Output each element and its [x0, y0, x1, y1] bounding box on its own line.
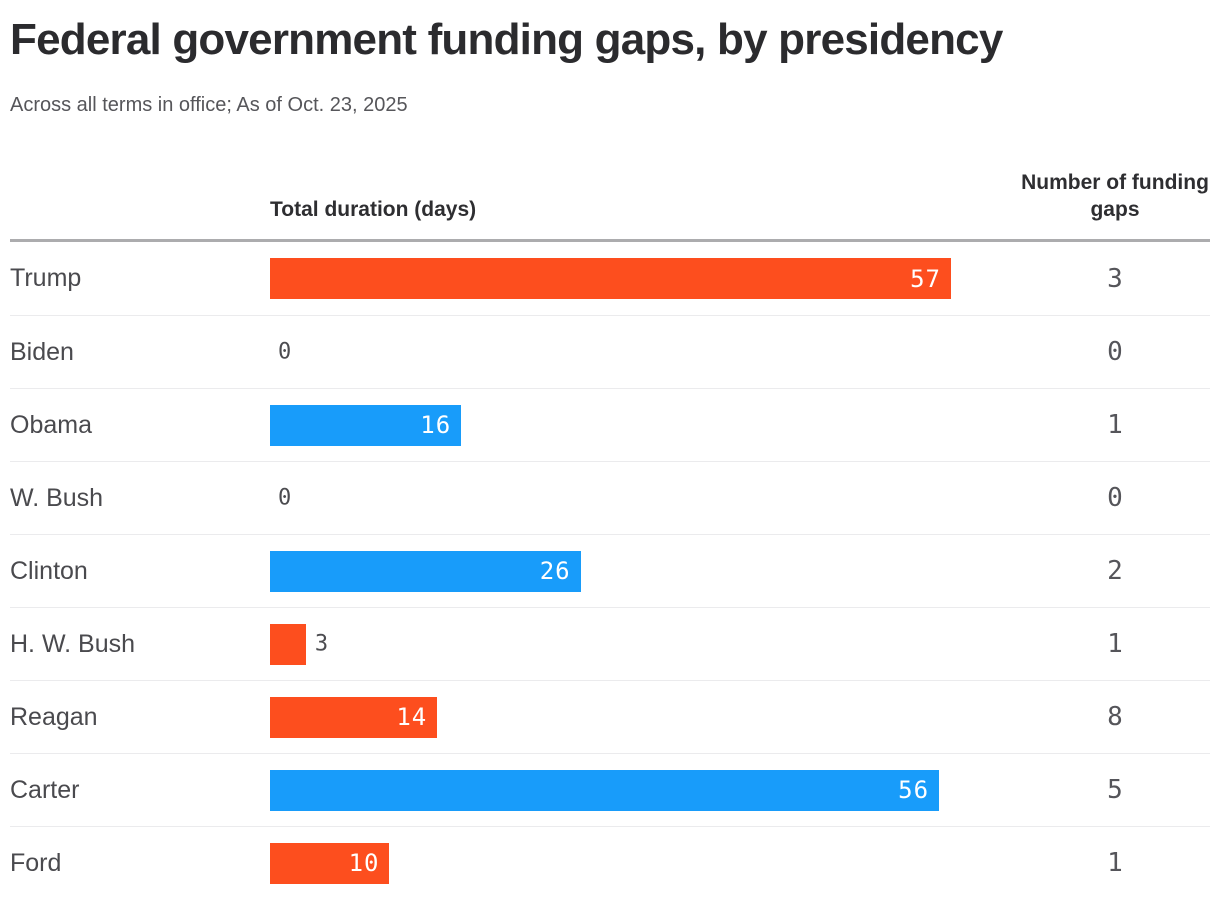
table-row: H. W. Bush 3 1 — [10, 607, 1210, 680]
duration-bar-cell: 16 — [270, 404, 1020, 446]
table-row: Clinton 26 2 — [10, 534, 1210, 607]
duration-bar: 14 — [270, 696, 438, 738]
president-label: Ford — [10, 848, 62, 877]
president-label: Trump — [10, 264, 82, 293]
gaps-count: 1 — [1107, 629, 1123, 660]
president-label: Reagan — [10, 702, 98, 731]
duration-value-label: 10 — [348, 849, 380, 878]
duration-bar-cell: 57 — [270, 258, 1020, 300]
page-title: Federal government funding gaps, by pres… — [10, 15, 1003, 64]
duration-value-label: 0 — [278, 485, 292, 511]
gaps-count: 2 — [1107, 556, 1123, 587]
duration-bar: 56 — [270, 769, 940, 811]
president-label: Carter — [10, 775, 80, 804]
table-row: W. Bush 0 0 — [10, 461, 1210, 534]
duration-bar: 10 — [270, 842, 390, 884]
gaps-count: 0 — [1107, 337, 1123, 368]
duration-bar-cell: 56 — [270, 769, 1020, 811]
duration-value-label: 16 — [420, 411, 452, 440]
duration-value-label: 14 — [396, 703, 428, 732]
table-row: Carter 56 5 — [10, 753, 1210, 826]
president-label: Clinton — [10, 556, 88, 585]
duration-bar-cell: 14 — [270, 696, 1020, 738]
duration-bar-cell: 0 — [270, 478, 1020, 519]
gaps-count: 8 — [1107, 702, 1123, 733]
president-label: H. W. Bush — [10, 629, 136, 658]
gaps-count: 0 — [1107, 483, 1123, 514]
duration-bar: 26 — [270, 550, 581, 592]
table-row: Obama 16 1 — [10, 388, 1210, 461]
duration-value-label: 26 — [539, 557, 571, 586]
chart-table: Trump 57 3 Biden 0 0 Obama 16 — [10, 242, 1210, 899]
table-header: Total duration (days) Number of funding … — [10, 169, 1210, 243]
page-subtitle: Across all terms in office; As of Oct. 2… — [10, 94, 408, 117]
duration-value-label: 0 — [278, 339, 292, 365]
president-label: W. Bush — [10, 483, 104, 512]
duration-bar: 16 — [270, 404, 462, 446]
gaps-count: 5 — [1107, 775, 1123, 806]
duration-bar-cell: 0 — [270, 332, 1020, 373]
gaps-column-header: Number of funding gaps — [1021, 171, 1209, 222]
duration-bar-cell: 10 — [270, 842, 1020, 884]
duration-bar-cell: 26 — [270, 550, 1020, 592]
duration-value-label: 3 — [314, 631, 329, 657]
duration-bar-cell: 3 — [270, 623, 1020, 665]
duration-value-label: 57 — [910, 264, 941, 293]
table-row: Biden 0 0 — [10, 315, 1210, 388]
duration-column-header: Total duration (days) — [270, 198, 477, 222]
duration-bar: 3 — [270, 623, 328, 665]
table-row: Ford 10 1 — [10, 826, 1210, 899]
table-row: Reagan 14 8 — [10, 680, 1210, 753]
table-row: Trump 57 3 — [10, 242, 1210, 315]
chart-card: Federal government funding gaps, by pres… — [10, 15, 1210, 899]
president-label: Obama — [10, 410, 92, 439]
president-label: Biden — [10, 337, 74, 366]
gaps-count: 1 — [1107, 410, 1123, 441]
gaps-count: 1 — [1107, 848, 1123, 879]
gaps-count: 3 — [1107, 263, 1123, 294]
duration-value-label: 56 — [898, 776, 930, 805]
duration-bar: 57 — [270, 258, 951, 300]
